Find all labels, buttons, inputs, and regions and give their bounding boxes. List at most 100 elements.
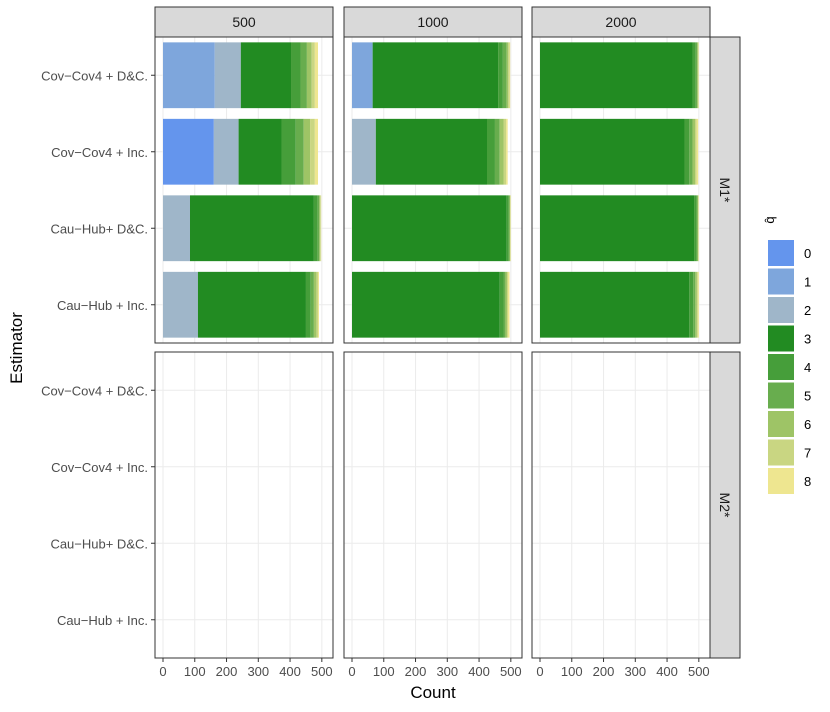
- bar-segment: [319, 195, 321, 262]
- x-tick-label: 100: [561, 664, 583, 679]
- panel-border: [154, 36, 334, 344]
- bar-segment: [213, 118, 239, 185]
- panel-border: [154, 351, 334, 659]
- bar-segment: [163, 271, 198, 338]
- bar-segment: [303, 118, 311, 185]
- bar-segment: [375, 118, 487, 185]
- bar-segment: [697, 195, 699, 262]
- legend-title: q̂: [762, 216, 777, 223]
- bar-segment: [498, 42, 503, 109]
- bar-segment: [372, 42, 499, 109]
- bar-segment: [499, 271, 504, 338]
- y-category-label: Cov−Cov4 + D&C.: [41, 383, 148, 398]
- panel-M2*-2000: [531, 351, 711, 659]
- bar-segment: [305, 271, 311, 338]
- bar-segment: [502, 42, 507, 109]
- x-tick-label: 300: [624, 664, 646, 679]
- bar-segment: [306, 42, 312, 109]
- legend-label: 4: [804, 360, 811, 375]
- bar-segment: [487, 118, 495, 185]
- row-strip-label: M1*: [717, 178, 733, 203]
- bar-segment: [697, 271, 699, 338]
- legend-label: 3: [804, 332, 811, 347]
- x-tick-label: 300: [436, 664, 458, 679]
- column-strip-500: 500: [154, 6, 334, 38]
- facet-panels: 500 100 0 200 0 M1* M2* Cov−Cov4 + D&C. Cov−Cov4…: [41, 6, 741, 679]
- x-tick-label: 500: [500, 664, 522, 679]
- bar-segment: [310, 271, 314, 338]
- y-category-label: Cau−Hub+ D&C.: [50, 221, 148, 236]
- bar-segment: [508, 42, 510, 109]
- x-tick-label: 200: [216, 664, 238, 679]
- x-tick-label: 0: [536, 664, 543, 679]
- x-axis-title: Count: [410, 683, 456, 702]
- legend-swatch: [768, 297, 794, 323]
- bar-segment: [697, 42, 699, 109]
- bar-segment: [314, 42, 319, 109]
- legend-label: 1: [804, 275, 811, 290]
- legend-swatch: [768, 240, 794, 266]
- panel-M1*-2000: [531, 36, 711, 344]
- bar-segment: [695, 271, 697, 338]
- y-category-label: Cov−Cov4 + Inc.: [51, 145, 148, 160]
- bar-segment: [295, 118, 304, 185]
- bar-segment: [214, 42, 241, 109]
- bar-segment: [696, 271, 698, 338]
- bar-segment: [695, 42, 698, 109]
- bar-segment: [291, 42, 301, 109]
- bar-segment: [689, 118, 693, 185]
- bar-segment: [508, 195, 510, 262]
- panel-border: [531, 351, 711, 659]
- bar-segment: [314, 118, 319, 185]
- bar-segment: [310, 118, 315, 185]
- bar-segment: [494, 118, 500, 185]
- row-strip-label: M2*: [717, 493, 733, 518]
- bar-segment: [540, 118, 685, 185]
- column-strip-label: 500: [232, 14, 256, 30]
- bar-segment: [540, 271, 690, 338]
- x-tick-label: 100: [184, 664, 206, 679]
- y-axis-title: Estimator: [7, 312, 26, 384]
- x-tick-label: 500: [688, 664, 710, 679]
- bar-segment: [692, 118, 696, 185]
- bar-segment: [318, 271, 319, 338]
- row-strip-1: M2*: [709, 351, 741, 659]
- legend-swatch: [768, 268, 794, 295]
- legend-swatch: [768, 354, 794, 380]
- bar-segment: [300, 42, 307, 109]
- panel-M2*-1000: [343, 351, 523, 659]
- bar-segment: [540, 42, 693, 109]
- bar-segment: [693, 271, 696, 338]
- bar-segment: [696, 195, 698, 262]
- panel-M1*-1000: [343, 36, 523, 344]
- legend: q̂ 0 1 2 3 4 5 6 7 8: [762, 216, 811, 494]
- legend-label: 0: [804, 246, 811, 261]
- x-tick-label: 0: [159, 664, 166, 679]
- bar-segment: [163, 42, 215, 109]
- legend-label: 7: [804, 446, 811, 461]
- bar-segment: [311, 42, 315, 109]
- y-category-label: Cau−Hub + Inc.: [57, 613, 148, 628]
- bar-segment: [190, 195, 314, 262]
- panel-border: [531, 36, 711, 344]
- bar-segment: [238, 118, 282, 185]
- row-strip-0: M1*: [709, 36, 741, 344]
- x-tick-label: 400: [279, 664, 301, 679]
- x-tick-label: 400: [468, 664, 490, 679]
- bar-segment: [507, 271, 508, 338]
- bar-segment: [281, 118, 296, 185]
- panel-border: [343, 36, 523, 344]
- legend-label: 8: [804, 474, 811, 489]
- bar-segment: [352, 271, 500, 338]
- y-category-label: Cau−Hub + Inc.: [57, 298, 148, 313]
- panel-M2*-500: [154, 351, 334, 659]
- bar-segment: [503, 118, 507, 185]
- bar-segment: [352, 195, 507, 262]
- bar-segment: [506, 195, 509, 262]
- x-tick-label: 200: [405, 664, 427, 679]
- bar-segment: [509, 42, 511, 109]
- y-category-label: Cau−Hub+ D&C.: [50, 536, 148, 551]
- bar-segment: [695, 118, 697, 185]
- bar-segment: [503, 271, 506, 338]
- bar-segment: [694, 195, 697, 262]
